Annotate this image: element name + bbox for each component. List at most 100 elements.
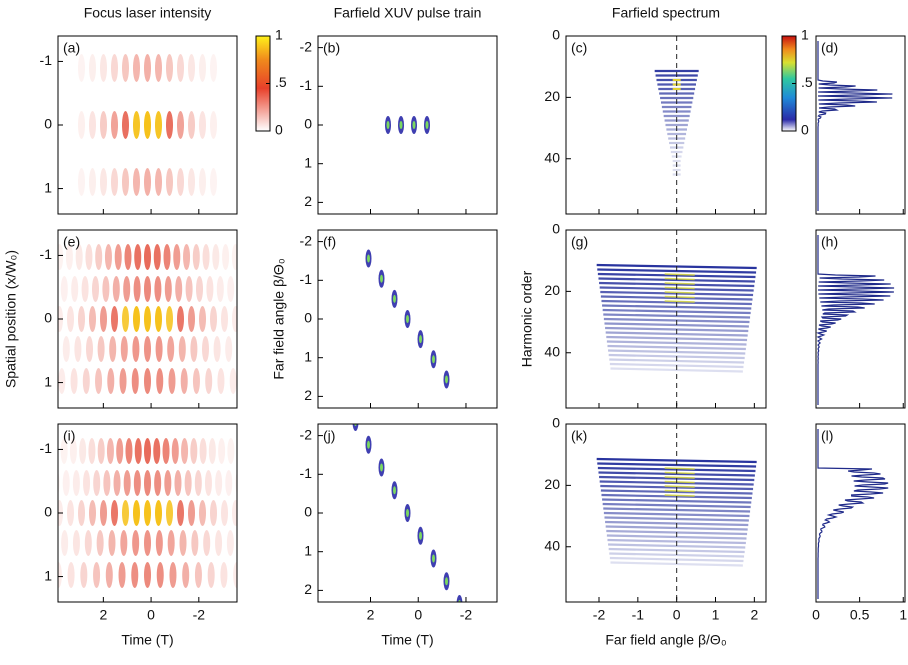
pattern xyxy=(116,438,124,464)
pattern xyxy=(132,530,140,556)
pattern xyxy=(406,509,409,517)
y-tick-label: 0 xyxy=(304,310,312,326)
panel-label: (k) xyxy=(571,428,587,444)
pattern xyxy=(432,355,435,364)
pattern xyxy=(232,500,237,526)
panel-label: (j) xyxy=(323,428,335,444)
pattern xyxy=(78,306,85,332)
pattern xyxy=(204,470,212,496)
pattern xyxy=(82,368,90,394)
pattern xyxy=(184,470,192,496)
pattern xyxy=(164,276,172,302)
pattern xyxy=(352,424,359,431)
pattern xyxy=(122,500,129,526)
pattern xyxy=(111,306,118,332)
pattern xyxy=(238,276,245,302)
pattern xyxy=(664,291,695,294)
pattern xyxy=(93,470,101,496)
pattern xyxy=(34,368,41,394)
pattern xyxy=(419,335,422,344)
pattern xyxy=(664,480,695,484)
pattern xyxy=(386,121,390,129)
pattern xyxy=(61,530,69,556)
y-tick-label: 1 xyxy=(304,154,312,170)
pattern xyxy=(178,336,186,362)
pattern xyxy=(177,168,184,196)
colorbar-tick-label: .5 xyxy=(275,74,287,90)
x-tick-label: 2 xyxy=(750,607,758,623)
pattern xyxy=(210,168,217,196)
y-tick-label: -1 xyxy=(40,440,53,456)
pattern xyxy=(144,562,151,588)
pattern xyxy=(154,276,162,302)
pattern xyxy=(89,111,96,139)
y-tick-label: 0 xyxy=(304,116,312,132)
pattern xyxy=(210,54,217,82)
pattern xyxy=(71,276,79,302)
pattern xyxy=(154,470,162,496)
pattern xyxy=(194,562,202,588)
pattern xyxy=(104,244,112,270)
panel-image xyxy=(352,424,463,602)
panel-label: (d) xyxy=(821,40,838,56)
pattern xyxy=(664,282,695,285)
y-tick-label: 40 xyxy=(544,343,560,359)
pattern xyxy=(202,244,210,270)
y-tick-label: 20 xyxy=(544,88,560,104)
pattern xyxy=(100,54,107,82)
column-title: Focus laser intensity xyxy=(84,5,212,21)
x-tick-label: 0 xyxy=(414,607,422,623)
pattern xyxy=(239,530,246,556)
pattern xyxy=(67,500,74,526)
pattern xyxy=(199,306,206,332)
pattern xyxy=(213,336,221,362)
panel-image xyxy=(78,54,217,196)
pattern xyxy=(456,595,463,602)
y-tick-label: 0 xyxy=(44,116,52,132)
pattern xyxy=(202,336,209,362)
pattern xyxy=(132,336,140,362)
y-tick-label: -2 xyxy=(300,426,313,442)
pattern xyxy=(122,168,129,196)
pattern xyxy=(210,500,217,526)
pattern xyxy=(144,530,151,556)
pattern xyxy=(199,168,206,196)
pattern xyxy=(67,306,74,332)
pattern xyxy=(248,336,255,362)
y-tick-label: 0 xyxy=(44,310,52,326)
pattern xyxy=(105,562,113,588)
panel-image xyxy=(365,249,450,389)
pattern xyxy=(131,368,139,394)
panel-label: (g) xyxy=(571,234,588,250)
pattern xyxy=(144,168,151,196)
pattern xyxy=(380,463,383,472)
pattern xyxy=(80,562,88,588)
pattern xyxy=(156,368,164,394)
panel-label: (i) xyxy=(63,428,75,444)
y-tick-label: 1 xyxy=(44,567,52,583)
pattern xyxy=(221,500,228,526)
pattern xyxy=(215,470,223,496)
panel-border xyxy=(815,423,906,603)
pattern xyxy=(70,368,78,394)
panel-border xyxy=(815,229,906,409)
panel-image xyxy=(385,116,430,134)
pattern xyxy=(29,562,36,588)
pattern xyxy=(190,336,198,362)
x-axis-label: Far field angle β/Θ₀ xyxy=(605,632,726,648)
x-tick-label: -2 xyxy=(460,607,473,623)
pattern xyxy=(133,111,140,139)
pattern xyxy=(60,438,68,464)
x-tick-label: 2 xyxy=(99,607,107,623)
pattern xyxy=(242,368,249,394)
pattern xyxy=(226,530,234,556)
pattern xyxy=(67,562,75,588)
pattern xyxy=(96,530,104,556)
pattern xyxy=(120,530,128,556)
pattern xyxy=(111,111,118,139)
pattern xyxy=(664,476,695,479)
pattern xyxy=(664,467,695,470)
x-axis-label: Time (T) xyxy=(121,632,173,648)
pattern xyxy=(259,562,266,588)
